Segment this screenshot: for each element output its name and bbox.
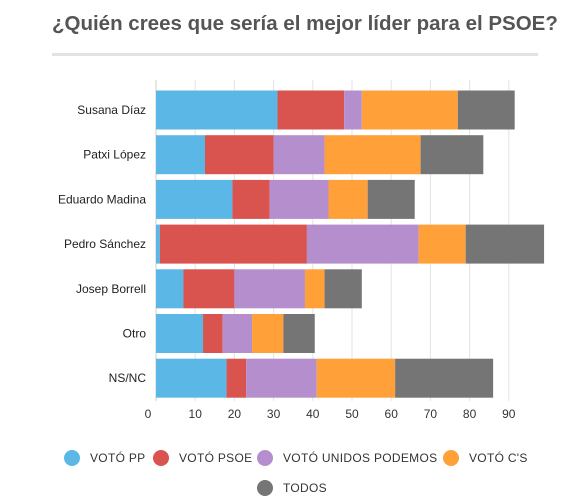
legend-swatch (153, 450, 169, 466)
bar-segment (269, 179, 329, 219)
legend-swatch (257, 450, 273, 466)
category-label: Otro (123, 327, 147, 341)
bar-segment (420, 135, 484, 175)
title-divider (52, 53, 538, 56)
bar-segment (361, 90, 458, 130)
x-tick-label: 60 (385, 407, 399, 421)
bar-row (156, 314, 315, 353)
x-tick-label: 20 (228, 407, 242, 421)
bar-segment (328, 179, 368, 219)
bar-segment (156, 314, 204, 353)
category-label: NS/NC (109, 371, 147, 385)
legend-label: VOTÓ PP (90, 450, 145, 465)
legend-swatch (64, 450, 80, 466)
category-label: Josep Borrell (76, 282, 146, 296)
bar-segment (316, 358, 396, 398)
bar-segment (344, 90, 362, 130)
bar-segment (156, 179, 233, 219)
legend-item: VOTÓ UNIDOS PODEMOS (257, 450, 437, 466)
legend-swatch (443, 450, 459, 466)
legend-label: VOTÓ PSOE (179, 450, 252, 465)
bar-segment (246, 358, 317, 398)
bar-segment (273, 135, 325, 175)
x-tick-label: 0 (145, 407, 152, 421)
legend-item: VOTÓ PP (64, 450, 145, 466)
bar-segment (457, 90, 515, 130)
bar-group (156, 90, 545, 398)
bar-segment (306, 224, 419, 264)
x-tick-label: 90 (502, 407, 516, 421)
category-label: Eduardo Madina (58, 192, 146, 206)
x-tick-label: 40 (306, 407, 320, 421)
x-tick-label: 80 (463, 407, 477, 421)
bar-segment (156, 269, 184, 309)
x-tick-label: 50 (345, 407, 359, 421)
bar-row (156, 90, 515, 130)
x-tick-label: 70 (424, 407, 438, 421)
category-label: Pedro Sánchez (64, 237, 146, 251)
bar-segment (252, 314, 284, 353)
chart-title: ¿Quién crees que sería el mejor líder pa… (52, 12, 558, 35)
x-axis-ticks: 0 10 20 30 40 50 60 70 80 90 (145, 407, 516, 421)
bar-segment (234, 269, 305, 309)
x-tick-label: 10 (189, 407, 203, 421)
bar-segment (156, 224, 160, 264)
bar-segment (205, 135, 274, 175)
bar-segment (156, 135, 205, 175)
legend: VOTÓ PP VOTÓ PSOE VOTÓ UNIDOS PODEMOS VOTÓ … (64, 450, 528, 496)
legend-label: TODOS (283, 481, 327, 495)
legend-swatch (257, 480, 273, 496)
legend-label: VOTÓ C'S (469, 450, 528, 465)
legend-item: VOTÓ PSOE (153, 450, 252, 466)
category-labels: Susana Díaz Patxi López Eduardo Madina Pedr… (58, 103, 146, 385)
bar-segment (465, 224, 545, 264)
bar-segment (226, 358, 247, 398)
legend-item: VOTÓ C'S (443, 450, 528, 466)
category-label: Susana Díaz (77, 103, 146, 117)
bar-segment (324, 135, 421, 175)
bar-segment (232, 179, 270, 219)
bar-segment (283, 314, 315, 353)
bar-segment (418, 224, 466, 264)
bar-segment (156, 358, 227, 398)
bar-segment (304, 269, 325, 309)
bar-segment (324, 269, 362, 309)
bar-segment (395, 358, 494, 398)
bar-row (156, 358, 494, 398)
legend-item: TODOS (257, 480, 327, 496)
bar-row (156, 179, 415, 219)
bar-segment (222, 314, 253, 353)
legend-label: VOTÓ UNIDOS PODEMOS (283, 450, 437, 465)
bar-segment (159, 224, 307, 264)
bar-segment (156, 90, 278, 130)
bar-segment (183, 269, 235, 309)
bar-row (156, 269, 362, 309)
bar-row (156, 224, 545, 264)
bar-segment (203, 314, 223, 353)
bar-segment (277, 90, 345, 130)
bar-row (156, 135, 484, 175)
bar-segment (367, 179, 415, 219)
category-label: Patxi López (83, 148, 146, 162)
x-tick-label: 30 (267, 407, 281, 421)
